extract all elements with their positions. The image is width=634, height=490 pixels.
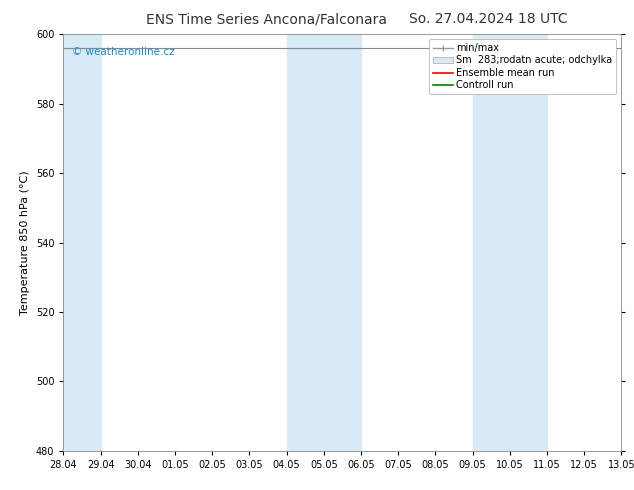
Text: So. 27.04.2024 18 UTC: So. 27.04.2024 18 UTC bbox=[409, 12, 567, 26]
Text: © weatheronline.cz: © weatheronline.cz bbox=[72, 47, 174, 57]
Bar bbox=[472, 34, 547, 451]
Y-axis label: Temperature 850 hPa (°C): Temperature 850 hPa (°C) bbox=[20, 170, 30, 315]
Bar bbox=[63, 34, 101, 451]
Legend: min/max, Sm  283;rodatn acute; odchylka, Ensemble mean run, Controll run: min/max, Sm 283;rodatn acute; odchylka, … bbox=[429, 39, 616, 94]
Text: ENS Time Series Ancona/Falconara: ENS Time Series Ancona/Falconara bbox=[146, 12, 387, 26]
Bar bbox=[287, 34, 361, 451]
